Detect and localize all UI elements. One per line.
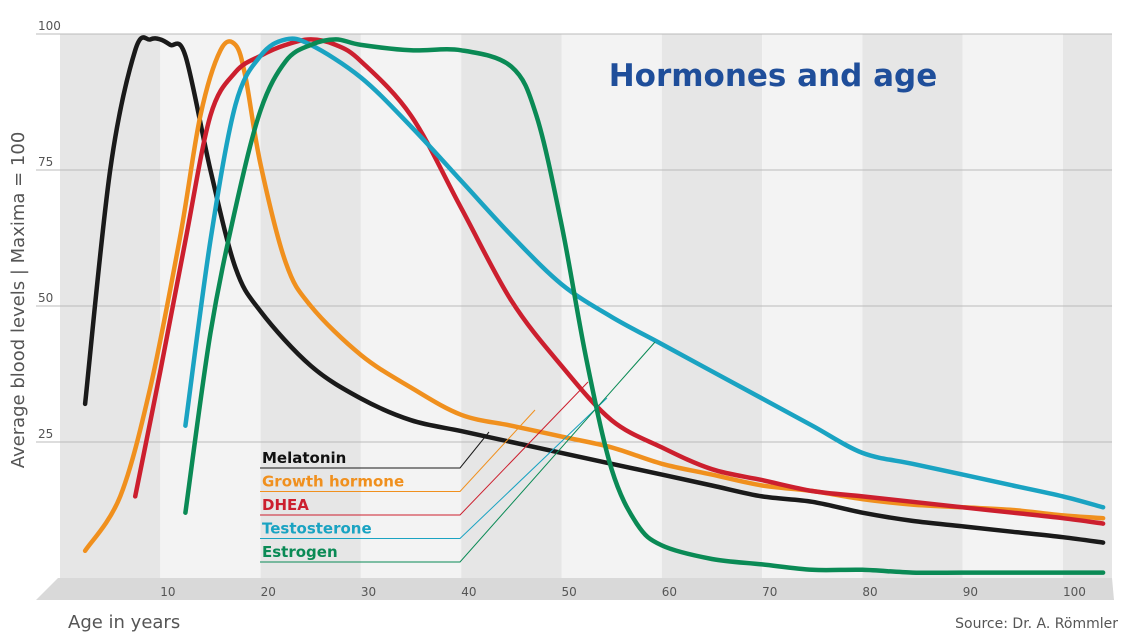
legend-leader-melatonin bbox=[260, 431, 490, 469]
series-line-testosterone bbox=[183, 36, 1106, 510]
x-axis-floor bbox=[36, 578, 1114, 600]
legend-label-estrogen: Estrogen bbox=[262, 543, 338, 561]
series-line-melatonin bbox=[82, 35, 1106, 545]
x-axis-title: Age in years bbox=[68, 612, 180, 633]
x-tick-label: 90 bbox=[963, 585, 978, 599]
legend-leader-growth-hormone bbox=[260, 409, 536, 492]
x-tick-label: 20 bbox=[261, 585, 276, 599]
legend-leader-estrogen bbox=[260, 341, 656, 563]
legend: Melatonin Growth hormone DHEA Testosterone E… bbox=[262, 449, 404, 561]
x-tick-label: 100 bbox=[1063, 585, 1086, 599]
y-tick-label: 75 bbox=[38, 155, 53, 169]
x-tick-label: 70 bbox=[762, 585, 777, 599]
x-tick-labels: 10 20 30 40 50 60 70 80 90 100 bbox=[160, 585, 1086, 599]
legend-leader-testosterone bbox=[260, 397, 608, 539]
x-axis-floor-shape bbox=[36, 578, 1114, 600]
x-tick-label: 40 bbox=[461, 585, 476, 599]
legend-label-growth-hormone: Growth hormone bbox=[262, 473, 404, 491]
x-tick-label: 60 bbox=[662, 585, 677, 599]
source-label: Source: Dr. A. Römmler bbox=[955, 616, 1118, 632]
y-axis-title: Average blood levels | Maxima = 100 bbox=[8, 132, 29, 469]
y-tick-label: 25 bbox=[38, 427, 53, 441]
y-tick-labels: 25 50 75 100 bbox=[38, 19, 61, 441]
series-line-dhea bbox=[132, 37, 1106, 526]
x-tick-label: 80 bbox=[862, 585, 877, 599]
legend-label-testosterone: Testosterone bbox=[262, 520, 372, 538]
y-tick-label: 100 bbox=[38, 19, 61, 33]
x-tick-label: 10 bbox=[160, 585, 175, 599]
y-tick-label: 50 bbox=[38, 291, 53, 305]
legend-label-melatonin: Melatonin bbox=[262, 449, 346, 467]
chart-title: Hormones and age bbox=[609, 58, 938, 94]
series-line-growth-hormone bbox=[82, 39, 1106, 554]
x-tick-label: 30 bbox=[361, 585, 376, 599]
legend-leader-dhea bbox=[260, 381, 589, 516]
series-lines bbox=[82, 35, 1106, 576]
gridlines bbox=[36, 33, 1112, 443]
legend-leader-lines bbox=[260, 341, 656, 563]
series-line-estrogen bbox=[183, 37, 1106, 576]
legend-label-dhea: DHEA bbox=[262, 496, 309, 514]
x-tick-label: 50 bbox=[562, 585, 577, 599]
